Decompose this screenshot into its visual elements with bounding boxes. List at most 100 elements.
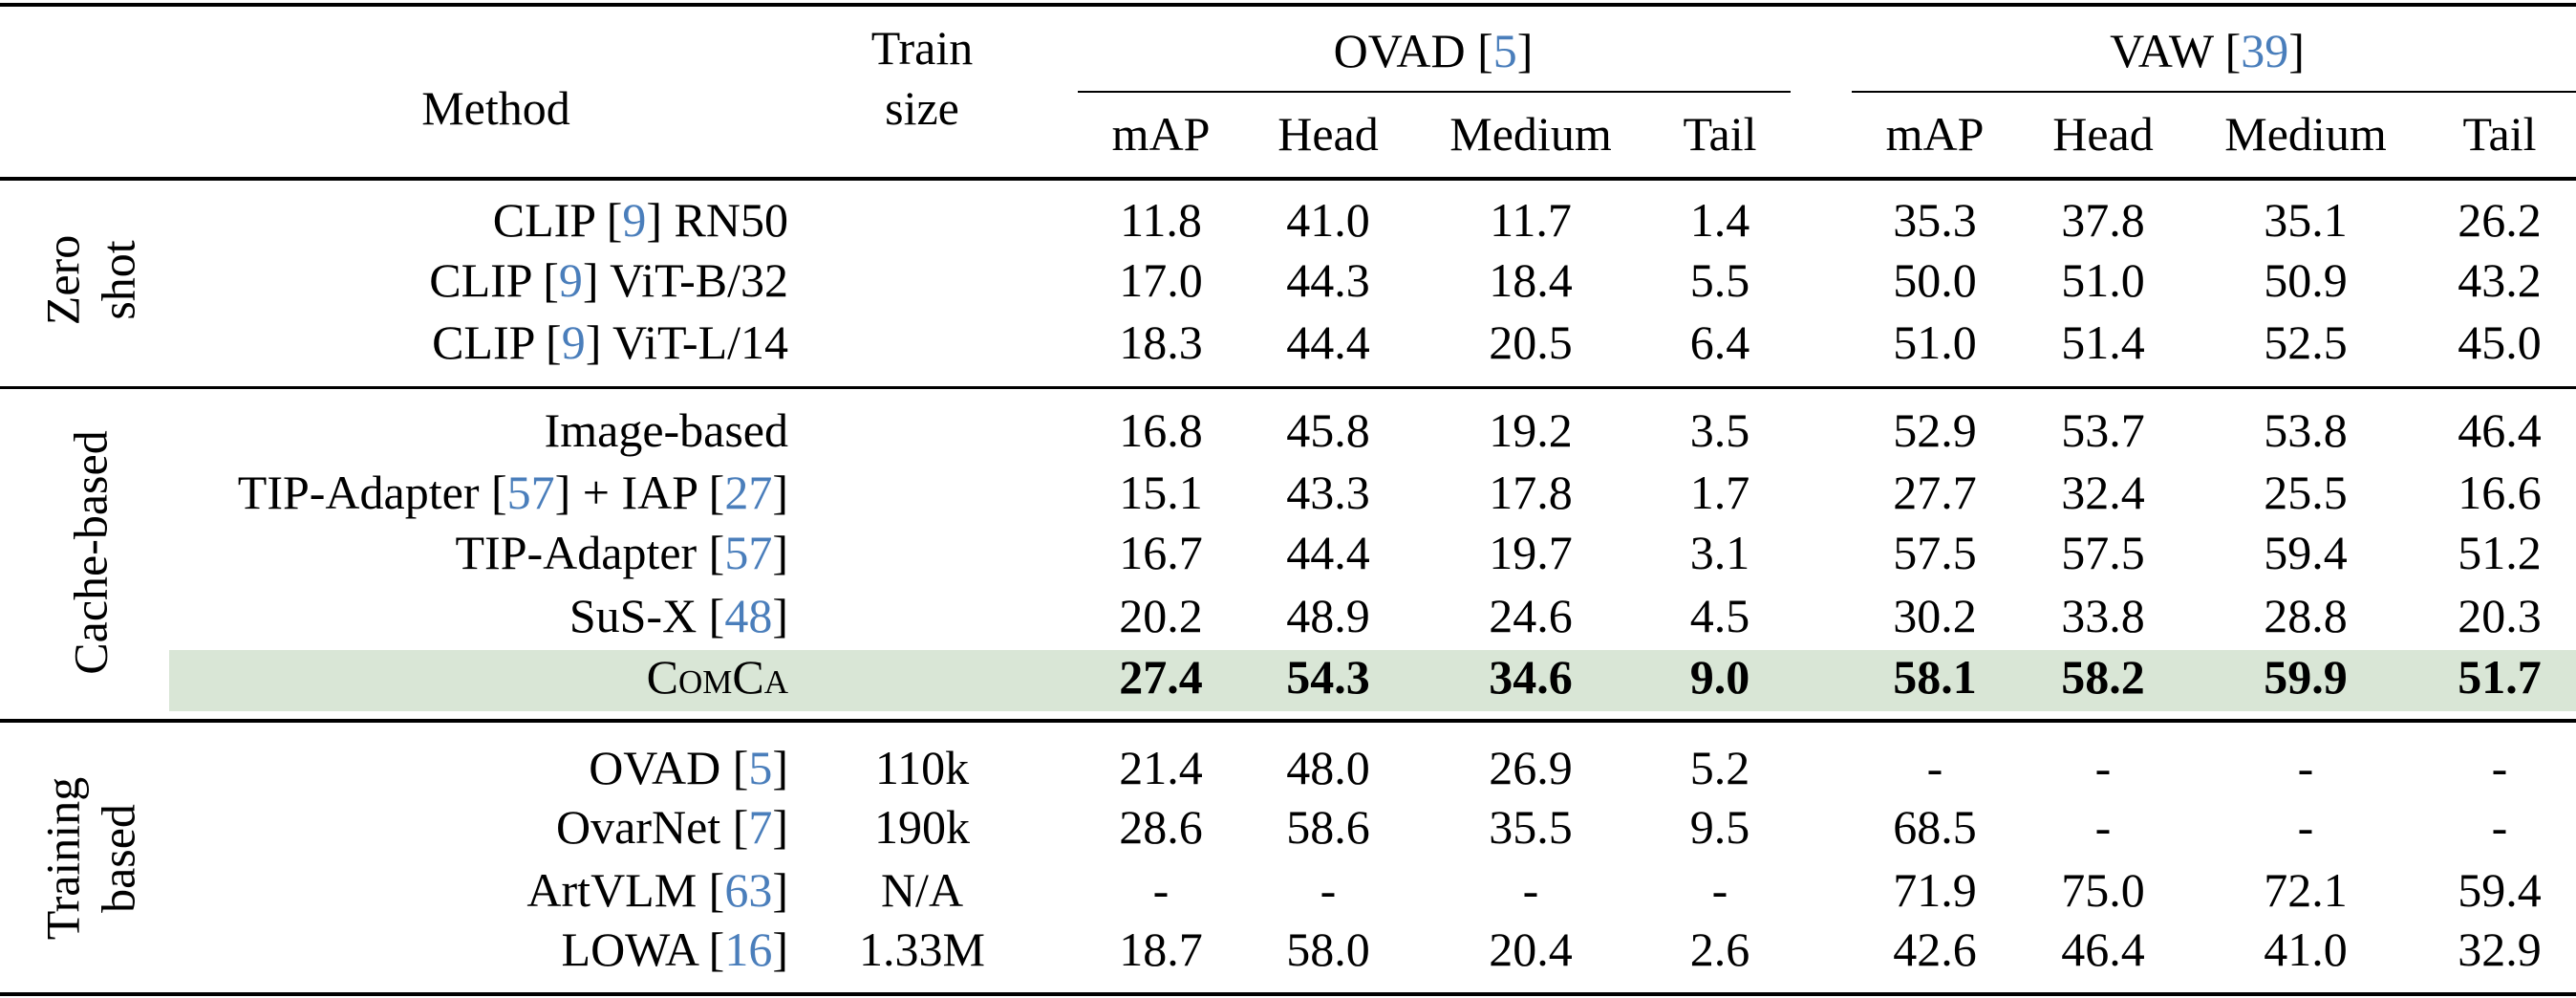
table-cell: 44.4 — [1286, 315, 1370, 369]
table-cell: 30.2 — [1893, 589, 1977, 642]
table-cell: - — [1320, 863, 1337, 917]
group-label-line: Training — [35, 776, 90, 941]
method-name: CLIP [9] RN50 — [493, 196, 788, 244]
table-cell: - — [1711, 863, 1728, 917]
table-cell: 20.2 — [1119, 589, 1203, 642]
table-cell: 72.1 — [2264, 863, 2348, 917]
table-cell: 58.0 — [1286, 922, 1370, 976]
table-cell: 20.4 — [1489, 922, 1573, 976]
group-label: Cache-based — [63, 430, 118, 674]
table-cell: 3.5 — [1689, 403, 1750, 457]
table-cell: 46.4 — [2458, 403, 2542, 457]
header-rule — [0, 177, 2576, 181]
table-cell: - — [1926, 741, 1943, 794]
header-dataset-ovad: OVAD [5] — [1333, 24, 1534, 77]
method-name-text: CLIP [ — [429, 253, 559, 307]
citation-link[interactable]: 5 — [748, 741, 773, 794]
method-name-text: ] ViT-B/32 — [582, 253, 788, 307]
table-cell: 57.5 — [2061, 526, 2145, 579]
table-cell: - — [2297, 741, 2314, 794]
header-metric-medium: Medium — [2224, 107, 2387, 161]
citation-link[interactable]: 39 — [2241, 24, 2289, 77]
table-cell: 41.0 — [2264, 922, 2348, 976]
method-name-text: ] — [772, 466, 788, 519]
table-cell: 53.7 — [2061, 403, 2145, 457]
method-name-text: ] + IAP [ — [554, 466, 725, 519]
group-label-line: based — [91, 804, 144, 913]
header-metric-head: Head — [2052, 107, 2154, 161]
citation-link[interactable]: 9 — [622, 193, 647, 247]
table-cell: 21.4 — [1119, 741, 1203, 794]
table-cell: 27.4 — [1119, 650, 1203, 704]
method-name-text: ComCa — [646, 650, 788, 704]
citation-link[interactable]: 5 — [1492, 24, 1517, 77]
table-cell: 37.8 — [2061, 193, 2145, 247]
table-cell: 43.2 — [2458, 253, 2542, 307]
citation-link[interactable]: 48 — [724, 589, 773, 642]
method-name: CLIP [9] ViT-B/32 — [429, 256, 788, 304]
table-cell: 9.0 — [1689, 650, 1750, 704]
citation-link[interactable]: 7 — [748, 800, 773, 854]
table-cell: 59.9 — [2264, 650, 2348, 704]
table-cell: - — [2094, 741, 2112, 794]
table-cell: 19.7 — [1489, 526, 1573, 579]
train-size: 1.33M — [859, 922, 985, 976]
method-name-text: CLIP [ — [432, 315, 562, 369]
citation-link[interactable]: 16 — [724, 922, 773, 976]
table-cell: 58.1 — [1893, 650, 1977, 704]
method-name: LOWA [16] — [562, 925, 788, 973]
table-cell: 53.8 — [2264, 403, 2348, 457]
group-label: Zero shot — [36, 235, 146, 325]
table-cell: 28.8 — [2264, 589, 2348, 642]
group-label-line: shot — [91, 240, 144, 320]
citation-link[interactable]: 63 — [724, 863, 773, 917]
bottom-rule — [0, 992, 2576, 996]
table-cell: 4.5 — [1689, 589, 1750, 642]
citation-link[interactable]: 57 — [724, 526, 773, 579]
citation-link[interactable]: 9 — [558, 253, 583, 307]
header-metric-head: Head — [1277, 107, 1379, 161]
method-name-text: ] — [772, 589, 788, 642]
table-cell: - — [2297, 800, 2314, 854]
table-cell: 26.9 — [1489, 741, 1573, 794]
ovad-cmidrule — [1078, 91, 1791, 93]
table-cell: 16.6 — [2458, 466, 2542, 519]
table-cell: 25.5 — [2264, 466, 2348, 519]
table-cell: 51.7 — [2458, 650, 2542, 704]
method-name-text: OVAD [ — [589, 741, 749, 794]
table-cell: 51.4 — [2061, 315, 2145, 369]
table-cell: 35.1 — [2264, 193, 2348, 247]
table-cell: 16.7 — [1119, 526, 1203, 579]
table-cell: - — [1152, 863, 1170, 917]
group-label-line: Zero — [35, 234, 90, 326]
table-cell: 27.7 — [1893, 466, 1977, 519]
table-cell: 52.5 — [2264, 315, 2348, 369]
header-method: Method — [421, 81, 570, 135]
table-cell: 18.4 — [1489, 253, 1573, 307]
table-cell: 75.0 — [2061, 863, 2145, 917]
method-name-text: ] — [772, 741, 788, 794]
top-rule — [0, 3, 2576, 7]
table-cell: 44.4 — [1286, 526, 1370, 579]
table-cell: 51.0 — [2061, 253, 2145, 307]
method-name: CLIP [9] ViT-L/14 — [432, 318, 788, 366]
table-cell: 42.6 — [1893, 922, 1977, 976]
table-cell: 3.1 — [1689, 526, 1750, 579]
header-train: Train — [870, 21, 974, 75]
method-name-text: LOWA [ — [561, 922, 725, 976]
citation-link[interactable]: 27 — [724, 466, 773, 519]
method-name-text: ] RN50 — [646, 193, 788, 247]
citation-link[interactable]: 57 — [506, 466, 555, 519]
citation-link[interactable]: 9 — [561, 315, 586, 369]
table-cell: 52.9 — [1893, 403, 1977, 457]
group-label: Training based — [36, 777, 146, 940]
table-cell: 57.5 — [1893, 526, 1977, 579]
table-cell: 32.9 — [2458, 922, 2542, 976]
table-cell: 18.7 — [1119, 922, 1203, 976]
table-cell: 11.8 — [1120, 193, 1202, 247]
table-cell: 18.3 — [1119, 315, 1203, 369]
table-cell: 24.6 — [1489, 589, 1573, 642]
table-cell: 6.4 — [1689, 315, 1750, 369]
table-cell: - — [2491, 741, 2508, 794]
header-dataset-vaw: VAW [39] — [2110, 24, 2305, 77]
